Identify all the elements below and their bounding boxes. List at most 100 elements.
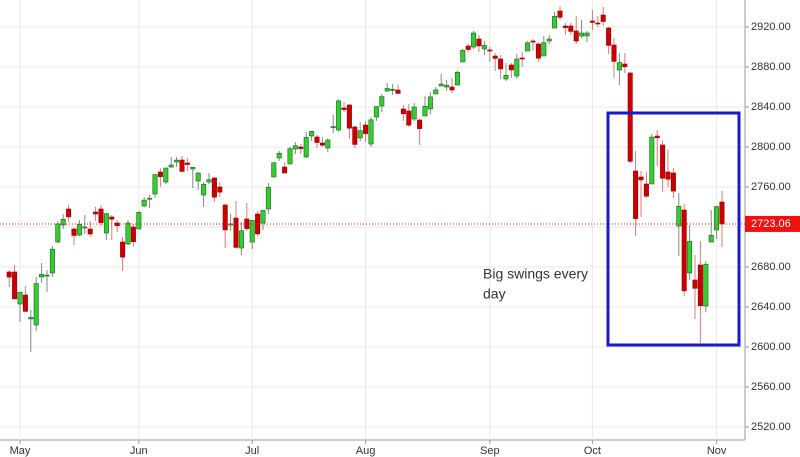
candle-body — [638, 176, 644, 181]
y-tick-label: 2880.00 — [751, 61, 791, 73]
candle-body — [109, 216, 115, 220]
y-tick-label: 2520.00 — [751, 421, 791, 433]
candle-body — [514, 58, 520, 77]
candle-body — [157, 171, 163, 177]
candle-body — [201, 184, 207, 196]
candle-body — [71, 228, 77, 236]
candle-body — [287, 148, 293, 165]
candle-body — [438, 83, 444, 87]
candle-body — [676, 206, 682, 227]
candle-body — [66, 208, 72, 218]
candle-body — [368, 119, 374, 145]
candle-body — [265, 186, 271, 210]
candle-body — [125, 222, 131, 245]
y-tick-label: 2600.00 — [751, 341, 791, 353]
candle-body — [303, 137, 309, 158]
candle-body — [260, 210, 266, 224]
candle-body — [503, 75, 509, 80]
candle-body — [147, 197, 153, 200]
candle-body — [55, 223, 61, 243]
candle-body — [152, 174, 158, 195]
candle-body — [697, 264, 703, 307]
candle-body — [552, 15, 558, 29]
candle-body — [325, 139, 331, 149]
candle-body — [141, 199, 147, 207]
candle-body — [298, 146, 304, 149]
candle-body — [395, 89, 401, 94]
candle-body — [22, 294, 28, 312]
candle-body — [660, 144, 666, 179]
candle-body — [217, 186, 223, 193]
candle-body — [33, 283, 39, 326]
candle-body — [211, 177, 217, 198]
candle-body — [93, 211, 99, 215]
candle-body — [76, 224, 82, 236]
candle-body — [665, 171, 671, 180]
x-tick-label: Nov — [707, 445, 727, 457]
x-tick-label: May — [10, 445, 31, 457]
candle-body — [163, 167, 169, 183]
candle-body — [276, 152, 282, 159]
candle-body — [530, 40, 536, 43]
candle-body — [654, 135, 660, 139]
candle-body — [568, 25, 574, 32]
candle-body — [130, 226, 136, 242]
candle-body — [206, 179, 212, 183]
candle-body — [406, 110, 412, 126]
candle-body — [28, 316, 34, 320]
candle-body — [433, 89, 439, 95]
candle-body — [222, 204, 228, 231]
candle-body — [649, 136, 655, 185]
candle-body — [319, 142, 325, 146]
candle-body — [417, 119, 423, 129]
candle-body — [87, 228, 93, 235]
y-tick-label: 2760.00 — [751, 181, 791, 193]
candle-body — [228, 223, 234, 226]
candle-body — [373, 106, 379, 118]
candle-body — [174, 159, 180, 163]
y-tick-label: 2640.00 — [751, 301, 791, 313]
candle-body — [309, 131, 315, 137]
candle-body — [60, 219, 66, 226]
candle-body — [584, 32, 590, 37]
y-tick-label: 2560.00 — [751, 381, 791, 393]
candle-body — [546, 38, 552, 42]
last-value-badge — [745, 215, 800, 232]
candle-body — [465, 45, 471, 50]
candle-body — [611, 44, 617, 62]
candle-body — [363, 124, 369, 134]
candle-body — [39, 274, 45, 278]
candle-body — [390, 89, 396, 91]
candle-body — [471, 32, 477, 48]
candle-body — [357, 130, 363, 139]
candle-body — [400, 108, 406, 114]
candle-body — [681, 209, 687, 292]
x-tick-label: Jun — [130, 445, 148, 457]
candle-body — [476, 38, 482, 47]
highlight-box — [606, 111, 741, 347]
y-tick-label: 2800.00 — [751, 141, 791, 153]
candle-body — [606, 27, 612, 46]
candle-body — [714, 206, 720, 231]
candle-body — [352, 126, 358, 145]
candle-body — [633, 170, 639, 219]
candle-body — [190, 167, 196, 170]
candle-body — [579, 32, 585, 37]
candle-body — [292, 145, 298, 150]
candle-body — [454, 72, 460, 86]
candle-body — [519, 57, 525, 60]
candle-body — [541, 42, 547, 57]
candle-body — [600, 14, 606, 22]
candle-body — [460, 49, 466, 63]
x-tick-label: Jul — [245, 445, 259, 457]
candle-body — [6, 271, 12, 278]
candle-body — [136, 212, 142, 230]
candle-body — [719, 201, 725, 225]
candle-body — [341, 107, 347, 110]
candle-body — [103, 213, 109, 234]
candle-body — [422, 106, 428, 117]
candle-body — [427, 96, 433, 110]
candle-body — [379, 96, 385, 107]
candle-body — [692, 279, 698, 289]
